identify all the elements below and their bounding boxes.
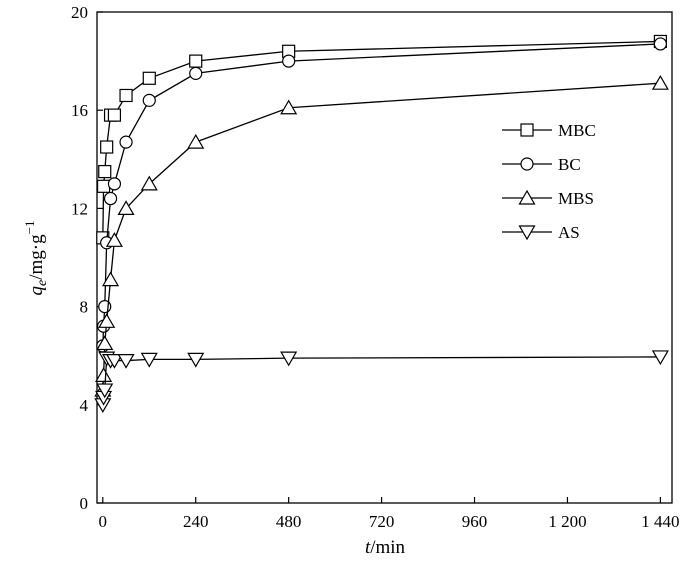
data-point-mbs [140,175,158,191]
x-tick-label: 0 [99,512,108,531]
data-point-mbc [119,88,133,103]
data-point-mbs [102,271,120,287]
legend-label-mbs: MBS [558,189,594,208]
x-tick-label: 480 [276,512,302,531]
x-tick-label: 720 [369,512,395,531]
y-tick-label: 0 [80,494,89,513]
legend-label-mbc: MBC [558,121,596,140]
data-point-mbc [100,140,114,154]
x-tick-label: 240 [183,512,209,531]
x-tick-label: 1 200 [548,512,586,531]
data-point-mbc [96,179,111,193]
legend-label-as: AS [558,223,580,242]
data-point-mbs [95,367,113,382]
data-point-mbc [98,164,112,179]
data-point-mbs [117,200,135,215]
legend-marker-bc [520,157,534,171]
y-tick-label: 16 [71,101,88,120]
data-point-as [96,383,114,399]
y-tick-label: 12 [71,199,88,218]
data-point-mbc [107,108,122,122]
legend-marker-mbc [520,123,534,137]
data-point-bc [653,37,667,51]
x-tick-label: 960 [462,512,488,531]
data-point-as [117,354,135,369]
data-point-bc [282,54,296,68]
y-axis-label: qe/mg·g−1 [22,221,50,296]
plot-frame [96,11,673,504]
legend-label-bc: BC [558,155,581,174]
data-point-mbs [98,313,116,328]
legend-entry-mbs: MBS [502,189,594,208]
data-point-mbs [280,99,298,115]
legend-entry-bc: BC [502,155,581,174]
y-tick-label: 20 [71,3,88,22]
data-point-mbs [105,232,123,247]
data-point-as [187,352,205,368]
data-point-mbc [189,54,203,68]
data-point-bc [107,177,122,191]
data-point-as [140,352,158,368]
data-point-mbc [142,71,156,85]
axis-ticks: 0 240 480 720 960 1 200 1 440 0 4 8 12 16 20 [71,3,680,531]
x-tick-label: 1 440 [641,512,679,531]
data-point-as [280,351,298,367]
legend-marker-as [518,225,536,241]
data-point-as [651,350,669,366]
data-point-mbs [651,74,669,90]
y-tick-label: 8 [80,298,89,317]
data-point-bc [189,66,203,80]
legend-marker-mbs [518,189,536,205]
data-point-bc [103,191,118,206]
legend-entry-mbc: MBC [502,121,596,140]
data-point-mbs [187,133,205,149]
data-point-mbs [96,335,114,351]
series-line-as [102,356,661,405]
series-layer [94,34,669,414]
legend-entry-as: AS [502,223,580,242]
series-as [94,350,669,414]
y-tick-label: 4 [80,396,89,415]
x-axis-label: t/min [365,537,406,558]
legend: MBC BC MBS AS [502,121,596,242]
data-point-as [105,354,123,369]
data-point-bc [119,135,133,149]
data-point-bc [142,93,156,107]
